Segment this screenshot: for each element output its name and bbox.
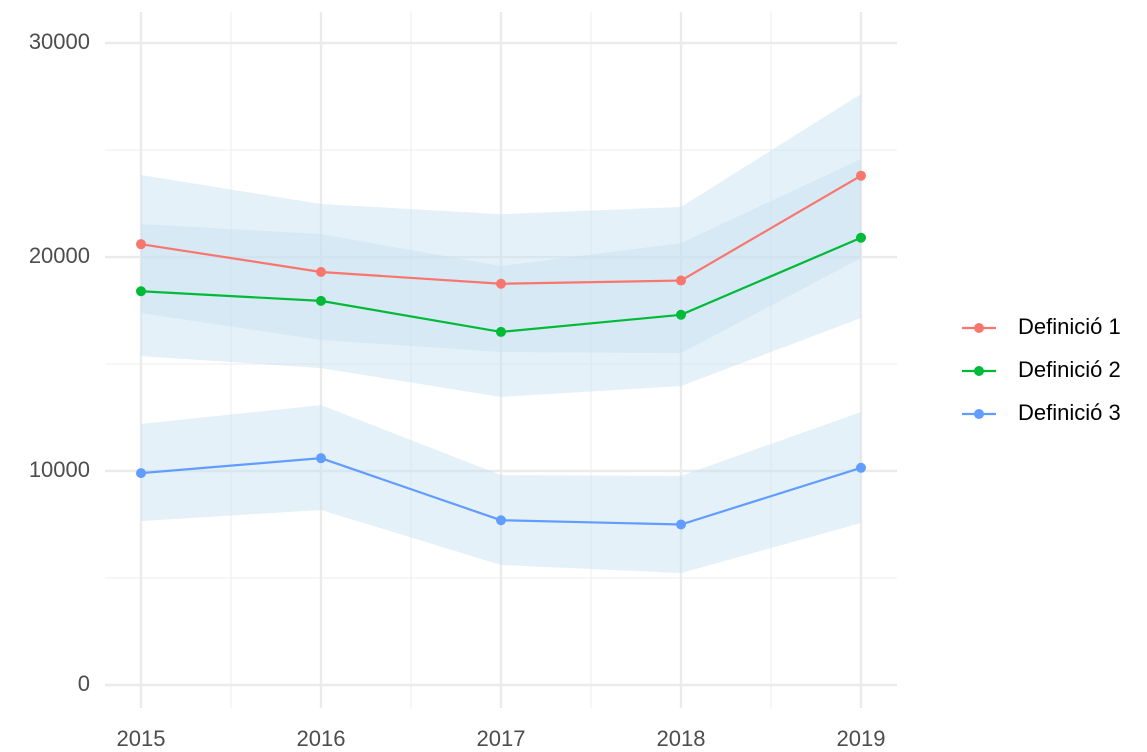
point [856,232,866,243]
point [136,239,146,250]
ribbon [141,159,861,397]
x-tick-label: 2018 [657,726,706,751]
point [316,266,326,277]
x-tick-label: 2019 [837,726,886,751]
x-tick-label: 2017 [477,726,526,751]
y-tick-label: 0 [78,671,90,696]
legend-point [974,323,984,333]
legend-label: Definició 2 [1018,357,1121,382]
ribbon [141,93,861,354]
x-tick-label: 2016 [297,726,346,751]
legend-point [974,409,984,419]
legend-label: Definició 3 [1018,400,1121,425]
point [136,468,146,479]
point [496,515,506,526]
point [316,453,326,464]
y-tick-label: 10000 [29,457,90,482]
point [676,519,686,530]
y-tick-label: 20000 [29,243,90,268]
point [496,278,506,289]
point [856,462,866,473]
point [496,326,506,337]
legend-point [974,366,984,376]
point [676,309,686,320]
point [316,295,326,306]
x-tick-label: 2015 [117,726,166,751]
point [676,275,686,286]
legend-label: Definició 1 [1018,314,1121,339]
point [136,286,146,297]
y-tick-label: 30000 [29,29,90,54]
point [856,170,866,181]
ribbon [141,405,861,574]
